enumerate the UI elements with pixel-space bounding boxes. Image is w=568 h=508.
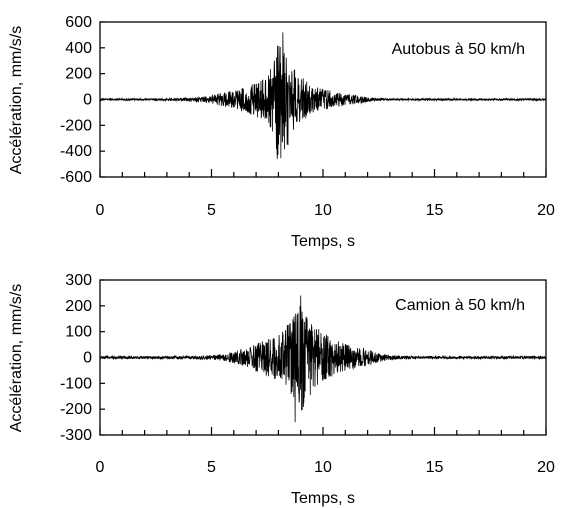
y-tick-label: 300 <box>65 272 92 289</box>
x-tick-label: 10 <box>314 202 332 219</box>
y-tick-label: 200 <box>65 66 92 83</box>
x-tick-label: 0 <box>96 459 105 476</box>
chart-top: 600 400 200 0 -200 -400 -600 0 5 10 15 20 Autobus … <box>8 14 555 250</box>
x-tick-label: 10 <box>314 459 332 476</box>
x-tick-label: 20 <box>537 459 555 476</box>
y-axis-label: Accélération, mm/s/s <box>8 26 25 174</box>
x-tick-label: 20 <box>537 202 555 219</box>
x-axis-label: Temps, s <box>291 490 355 507</box>
y-axis: 300 200 100 0 -100 -200 -300 <box>60 272 105 444</box>
chart-annotation: Camion à 50 km/h <box>395 297 525 314</box>
x-tick-label: 5 <box>207 459 216 476</box>
y-tick-label: 100 <box>65 324 92 341</box>
y-tick-label: -100 <box>60 375 92 392</box>
x-tick-label: 15 <box>426 459 444 476</box>
y-tick-label: -200 <box>60 401 92 418</box>
x-axis-label: Temps, s <box>291 233 355 250</box>
chart-bottom: 300 200 100 0 -100 -200 -300 0 5 10 15 20 Camion à… <box>8 272 555 507</box>
acceleration-trace <box>99 32 547 159</box>
x-tick-label: 5 <box>207 202 216 219</box>
y-tick-label: 0 <box>83 92 92 109</box>
y-tick-label: -300 <box>60 427 92 444</box>
y-tick-label: -600 <box>60 169 92 186</box>
x-tick-label: 15 <box>426 202 444 219</box>
y-tick-label: 600 <box>65 14 92 31</box>
y-axis: 600 400 200 0 -200 -400 -600 <box>60 14 105 186</box>
y-tick-label: -400 <box>60 143 92 160</box>
y-axis-label: Accélération, mm/s/s <box>8 284 25 432</box>
x-tick-label: 0 <box>96 202 105 219</box>
x-axis: 0 5 10 15 20 <box>96 427 555 476</box>
x-axis: 0 5 10 15 20 <box>96 169 555 219</box>
y-tick-label: 400 <box>65 40 92 57</box>
y-tick-label: -200 <box>60 117 92 134</box>
y-tick-label: 200 <box>65 298 92 315</box>
acceleration-trace <box>99 295 547 423</box>
y-tick-label: 0 <box>83 350 92 367</box>
chart-annotation: Autobus à 50 km/h <box>392 41 525 58</box>
